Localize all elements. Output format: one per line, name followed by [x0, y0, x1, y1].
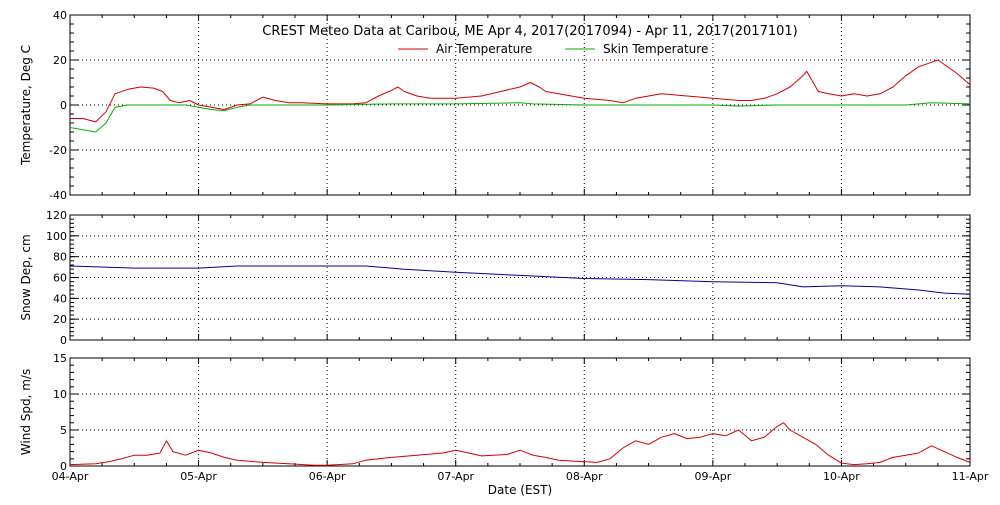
panel-frame [69, 214, 971, 341]
series-line-1-1 [70, 59, 971, 123]
y-tick-label: 20 [53, 54, 67, 67]
y-axis-label: Wind Spd, m/s [19, 369, 33, 455]
y-axis-label: Snow Dep, cm [19, 234, 33, 320]
panel-2: 0 20 40 60 80 100 120 Snow Dep, cm [19, 209, 971, 347]
panel-frame [69, 357, 971, 467]
y-tick-label: 0 [60, 460, 67, 473]
x-tick-label: 05-Apr [180, 470, 217, 483]
series-line-2-1 [69, 265, 971, 295]
panel-frame [69, 14, 971, 196]
y-tick-label: 10 [53, 388, 67, 401]
y-tick-label: 5 [60, 424, 67, 437]
y-tick-label: 80 [53, 251, 67, 264]
panel-1: -40 -20 0 20 40 Temperature, Deg C Air Tempera… [19, 9, 971, 202]
x-tick-label: 11-Apr [952, 470, 989, 483]
panel-3: 0 5 10 15 Wind Spd, m/s [19, 352, 971, 473]
legend-label: Skin Temperature [603, 42, 708, 56]
x-tick-label: 06-Apr [309, 470, 346, 483]
series-line-3-1 [69, 422, 971, 466]
y-tick-label: 40 [53, 292, 67, 305]
x-tick-label: 08-Apr [566, 470, 603, 483]
x-tick-label: 10-Apr [823, 470, 860, 483]
y-tick-label: 60 [53, 272, 67, 285]
y-tick-label: -20 [49, 144, 67, 157]
y-axis-label: Temperature, Deg C [19, 45, 33, 166]
x-tick-label: 07-Apr [437, 470, 474, 483]
y-tick-label: 100 [46, 230, 67, 243]
series-line-1-2 [69, 102, 971, 133]
x-tick-label: 09-Apr [694, 470, 731, 483]
y-tick-label: 15 [53, 352, 67, 365]
chart-title: CREST Meteo Data at Caribou, ME Apr 4, 2… [262, 24, 797, 39]
y-tick-label: 120 [46, 209, 67, 222]
y-tick-label: 20 [53, 313, 67, 326]
x-tick-label: 04-Apr [52, 470, 89, 483]
y-tick-label: 0 [60, 334, 67, 347]
y-tick-label: 0 [60, 99, 67, 112]
legend-label: Air Temperature [436, 42, 532, 56]
y-tick-label: 40 [53, 9, 67, 22]
chart-panels: -40 -20 0 20 40 Temperature, Deg C Air Tempera… [19, 9, 989, 483]
x-axis-label: Date (EST) [488, 483, 552, 497]
y-tick-label: -40 [49, 189, 67, 202]
